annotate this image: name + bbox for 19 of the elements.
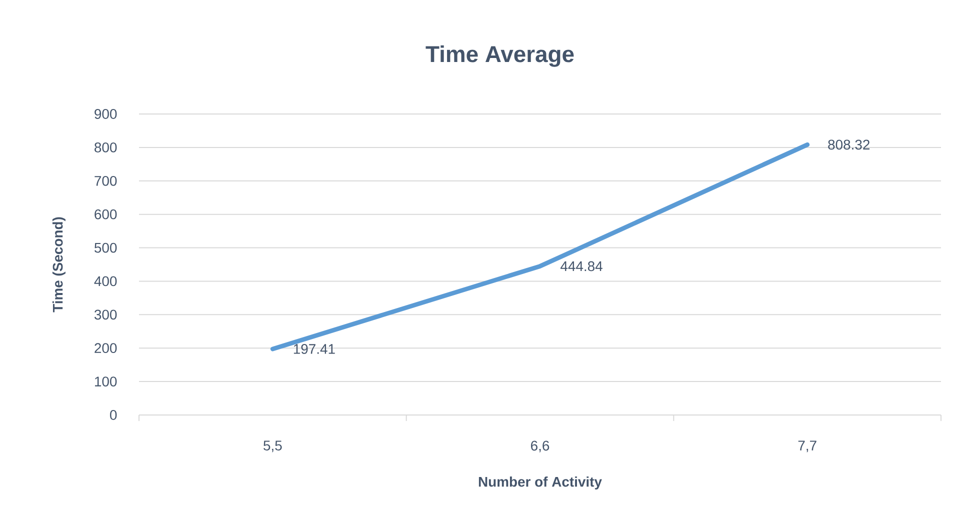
y-tick-label: 400 [94, 276, 117, 286]
y-tick-label: 0 [110, 410, 117, 420]
y-tick-label: 200 [94, 343, 117, 354]
y-tick-label: 100 [95, 376, 117, 386]
y-tick-label: 500 [94, 242, 117, 253]
data-label: 444.84 [560, 261, 602, 272]
y-tick-label: 900 [94, 109, 117, 119]
y-tick-label: 300 [94, 310, 117, 320]
y-tick-label: 800 [94, 142, 117, 152]
data-label: 808.32 [828, 140, 870, 150]
y-axis-title: Time (Second) [52, 217, 66, 312]
chart-title: Time Average [426, 45, 574, 67]
y-tick-label: 600 [94, 209, 117, 220]
x-tick-label: 6,6 [531, 440, 550, 452]
x-tick-label: 7,7 [798, 440, 816, 452]
y-tick-label: 700 [94, 176, 117, 186]
x-tick-label: 5,5 [264, 440, 282, 452]
data-label: 197.41 [294, 344, 335, 354]
x-axis-title: Number of Activity [478, 476, 602, 490]
